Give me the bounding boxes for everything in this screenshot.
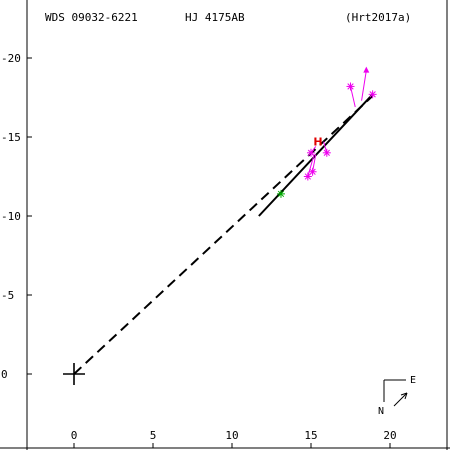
compass-arrowhead: [400, 392, 408, 400]
asterisk-stroke: [309, 168, 316, 175]
asterisk-stroke: [277, 190, 285, 198]
compass-motion-arrow: [393, 392, 408, 407]
hipparcos-point-label: H: [313, 136, 322, 149]
residual-line: [323, 141, 328, 153]
x-tick-label: 5: [150, 429, 157, 442]
measure-point-green: [276, 189, 285, 198]
header-wds-id: WDS 09032-6221: [45, 11, 138, 24]
asterisk-stroke: [369, 91, 376, 98]
y-tick-label: -20: [1, 52, 21, 65]
x-axis-ticks: 0 5 10 15 20: [71, 429, 397, 448]
compass-north-label: N: [378, 406, 384, 417]
x-tick-label: 20: [383, 429, 396, 442]
residual-line: [361, 70, 367, 101]
y-tick-label: -10: [1, 210, 21, 223]
compass-east-label: E: [410, 375, 416, 386]
residual-line: [307, 154, 315, 177]
x-tick-label: 0: [71, 429, 78, 442]
y-tick-label: 0: [1, 368, 8, 381]
y-tick-label: -5: [1, 289, 14, 302]
residual-line: [310, 146, 317, 154]
data-layer: H: [63, 66, 377, 385]
y-tick-label: -15: [1, 131, 21, 144]
compass-rose: E N: [378, 375, 416, 417]
measure-point: [368, 90, 377, 99]
residual-line: [350, 86, 356, 108]
header-pair-name: HJ 4175AB: [185, 11, 245, 24]
fitted-orbit-dashed-line: [73, 95, 374, 375]
header-reference: (Hrt2017a): [345, 11, 411, 24]
y-axis-ticks: 0 -5 -10 -15 -20: [1, 52, 32, 381]
measure-arrow-marker: [363, 66, 370, 73]
x-tick-label: 15: [304, 429, 317, 442]
residual-line: [312, 154, 317, 172]
x-tick-label: 10: [225, 429, 238, 442]
